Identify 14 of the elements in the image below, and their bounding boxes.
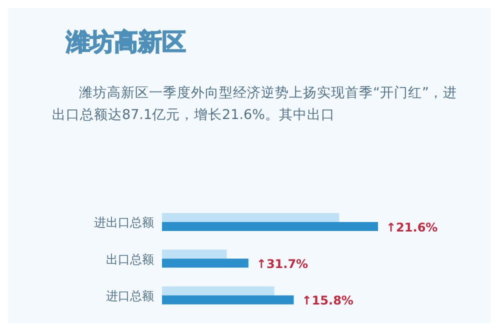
annotation: ↑31.7% xyxy=(256,257,308,271)
chart-title: 潍坊高新区 xyxy=(66,27,186,58)
bar xyxy=(162,222,378,231)
annotation: ↑21.6% xyxy=(386,220,438,234)
y-tick-label: 进出口总额 xyxy=(94,216,154,230)
bar xyxy=(162,295,294,304)
bar xyxy=(162,213,340,222)
bar xyxy=(162,286,274,296)
chart-subtitle: 潍坊高新区一季度外向型经济逆势上扬实现首季“开门红”，进出口总额达87.1亿元，增长21.6%。其中出口 xyxy=(52,84,458,125)
bar xyxy=(162,250,227,259)
bar xyxy=(162,258,248,268)
y-tick-label: 出口总额 xyxy=(106,252,154,266)
y-tick-label: 进口总额 xyxy=(106,288,154,303)
annotation: ↑15.8% xyxy=(302,294,354,308)
